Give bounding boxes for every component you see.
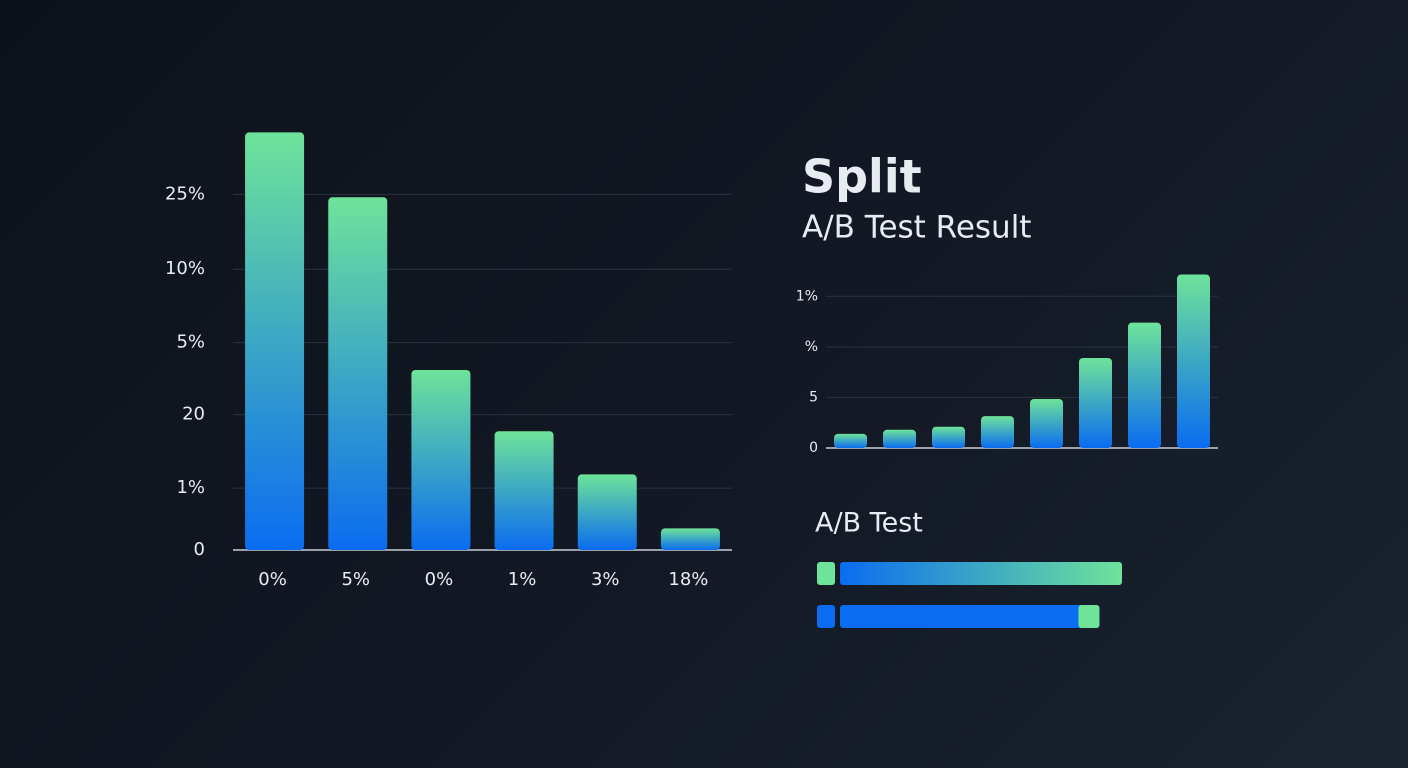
bar (1177, 274, 1210, 448)
bar (840, 562, 1122, 585)
bar (245, 132, 305, 550)
bar (981, 416, 1014, 448)
x-tick-label: 1% (508, 569, 537, 590)
y-tick-label: 1% (796, 288, 818, 304)
bar (660, 528, 720, 550)
bar (1030, 398, 1063, 448)
x-tick-label: 0% (425, 569, 454, 590)
section-title: A/B Test (815, 508, 923, 539)
y-tick-label: 5% (176, 332, 205, 353)
legend-swatch (817, 562, 835, 585)
x-tick-label: 18% (668, 569, 708, 590)
bar (328, 197, 388, 550)
bar (577, 474, 637, 550)
x-tick-label: 3% (591, 569, 620, 590)
bar (883, 429, 916, 448)
title: Split (802, 150, 922, 204)
bar (1128, 322, 1161, 448)
bar (1079, 357, 1112, 448)
y-tick-label: 0 (194, 539, 205, 560)
bar-tip (1078, 605, 1100, 628)
bar (411, 370, 471, 550)
y-tick-label: 10% (165, 258, 205, 279)
y-tick-label: 0 (809, 440, 818, 456)
subtitle: A/B Test Result (802, 210, 1031, 246)
bar (494, 431, 554, 550)
y-tick-label: 25% (165, 183, 205, 204)
x-tick-label: 5% (341, 569, 370, 590)
y-tick-label: % (805, 339, 818, 355)
legend-swatch (817, 605, 835, 628)
x-tick-label: 0% (258, 569, 287, 590)
y-tick-label: 5 (809, 389, 818, 405)
y-tick-label: 20 (182, 404, 205, 425)
y-tick-label: 1% (176, 477, 205, 498)
bar (840, 605, 1100, 628)
bar (834, 433, 867, 448)
bar (932, 426, 965, 448)
